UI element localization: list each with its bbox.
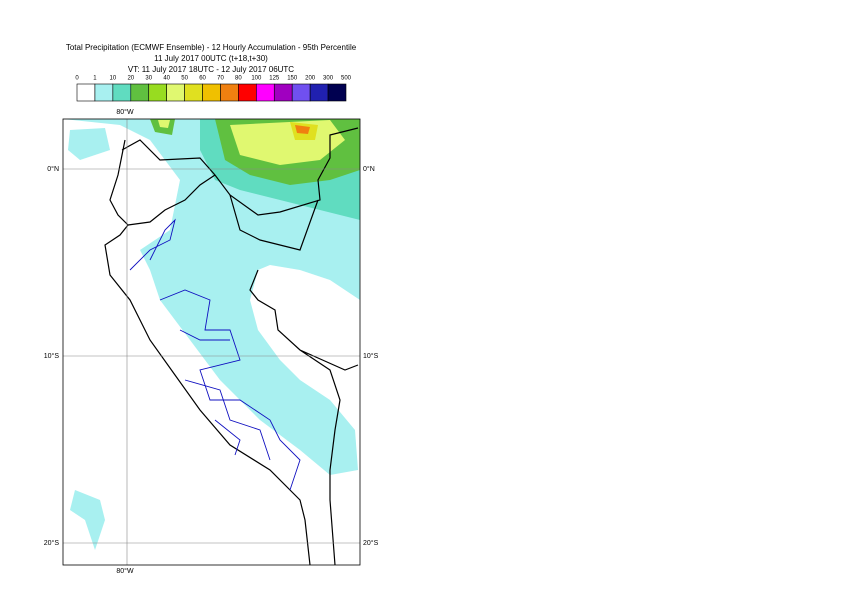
legend-label: 100	[251, 76, 262, 82]
legend-swatch	[184, 83, 203, 102]
legend-label: 1	[93, 76, 97, 82]
legend-swatch	[238, 83, 257, 102]
precip-area	[68, 128, 110, 160]
country-border	[127, 174, 359, 565]
legend-label: 500	[341, 76, 352, 82]
legend-swatch	[256, 83, 275, 102]
title: Total Precipitation (ECMWF Ensemble) - 1…	[66, 43, 357, 52]
country-border	[121, 127, 359, 216]
legend-swatch	[94, 83, 114, 102]
lat-label: 20°S	[363, 539, 379, 547]
map: 80°W 80°W 0°N 0°N 10°S 10°S 20°S 20°S	[44, 108, 379, 575]
legend-label: 40	[163, 76, 170, 82]
legend-swatch	[202, 83, 221, 102]
legend-swatch	[273, 83, 293, 102]
precipitation-field	[63, 119, 360, 550]
legend-swatch	[220, 83, 239, 102]
legend-swatch	[148, 83, 167, 102]
region-border	[129, 218, 301, 491]
coastline	[104, 139, 311, 565]
legend-label: 125	[269, 76, 280, 82]
legend-label: 50	[181, 76, 188, 82]
legend-label: 80	[235, 76, 242, 82]
borders	[104, 127, 359, 565]
legend-label: 300	[323, 76, 334, 82]
legend-label: 10	[110, 76, 117, 82]
legend-swatch	[112, 83, 132, 102]
legend-label: 30	[145, 76, 152, 82]
precip-area	[63, 119, 360, 475]
lat-label: 0°N	[363, 165, 375, 173]
legend-label: 0	[75, 76, 79, 82]
legend-swatch	[309, 83, 329, 102]
legend-label: 60	[199, 76, 206, 82]
legend-swatch	[327, 83, 347, 102]
legend-swatch	[76, 83, 96, 102]
lon-label: 80°W	[116, 567, 134, 575]
precip-area	[295, 125, 310, 134]
lon-label: 80°W	[116, 108, 134, 116]
lat-label: 10°S	[363, 352, 379, 360]
precip-area	[70, 490, 105, 550]
legend-swatch	[166, 83, 185, 102]
map-frame	[62, 118, 361, 566]
lat-label: 20°S	[44, 539, 60, 547]
valid-time: VT: 11 July 2017 18UTC - 12 July 2017 06…	[128, 65, 294, 74]
lat-label: 0°N	[47, 165, 59, 173]
run-time: 11 July 2017 00UTC (t+18,t+30)	[154, 54, 268, 63]
legend-label: 20	[127, 76, 134, 82]
legend-swatch	[291, 83, 311, 102]
legend-label: 150	[287, 76, 298, 82]
legend-label: 200	[305, 76, 316, 82]
legend: 0 1 10 20 30 40 50 60 70 80 100 125 150 200 300 500	[75, 76, 352, 102]
legend-swatch	[130, 83, 150, 102]
legend-label: 70	[217, 76, 224, 82]
lat-label: 10°S	[44, 352, 60, 360]
precip-area	[158, 120, 170, 128]
